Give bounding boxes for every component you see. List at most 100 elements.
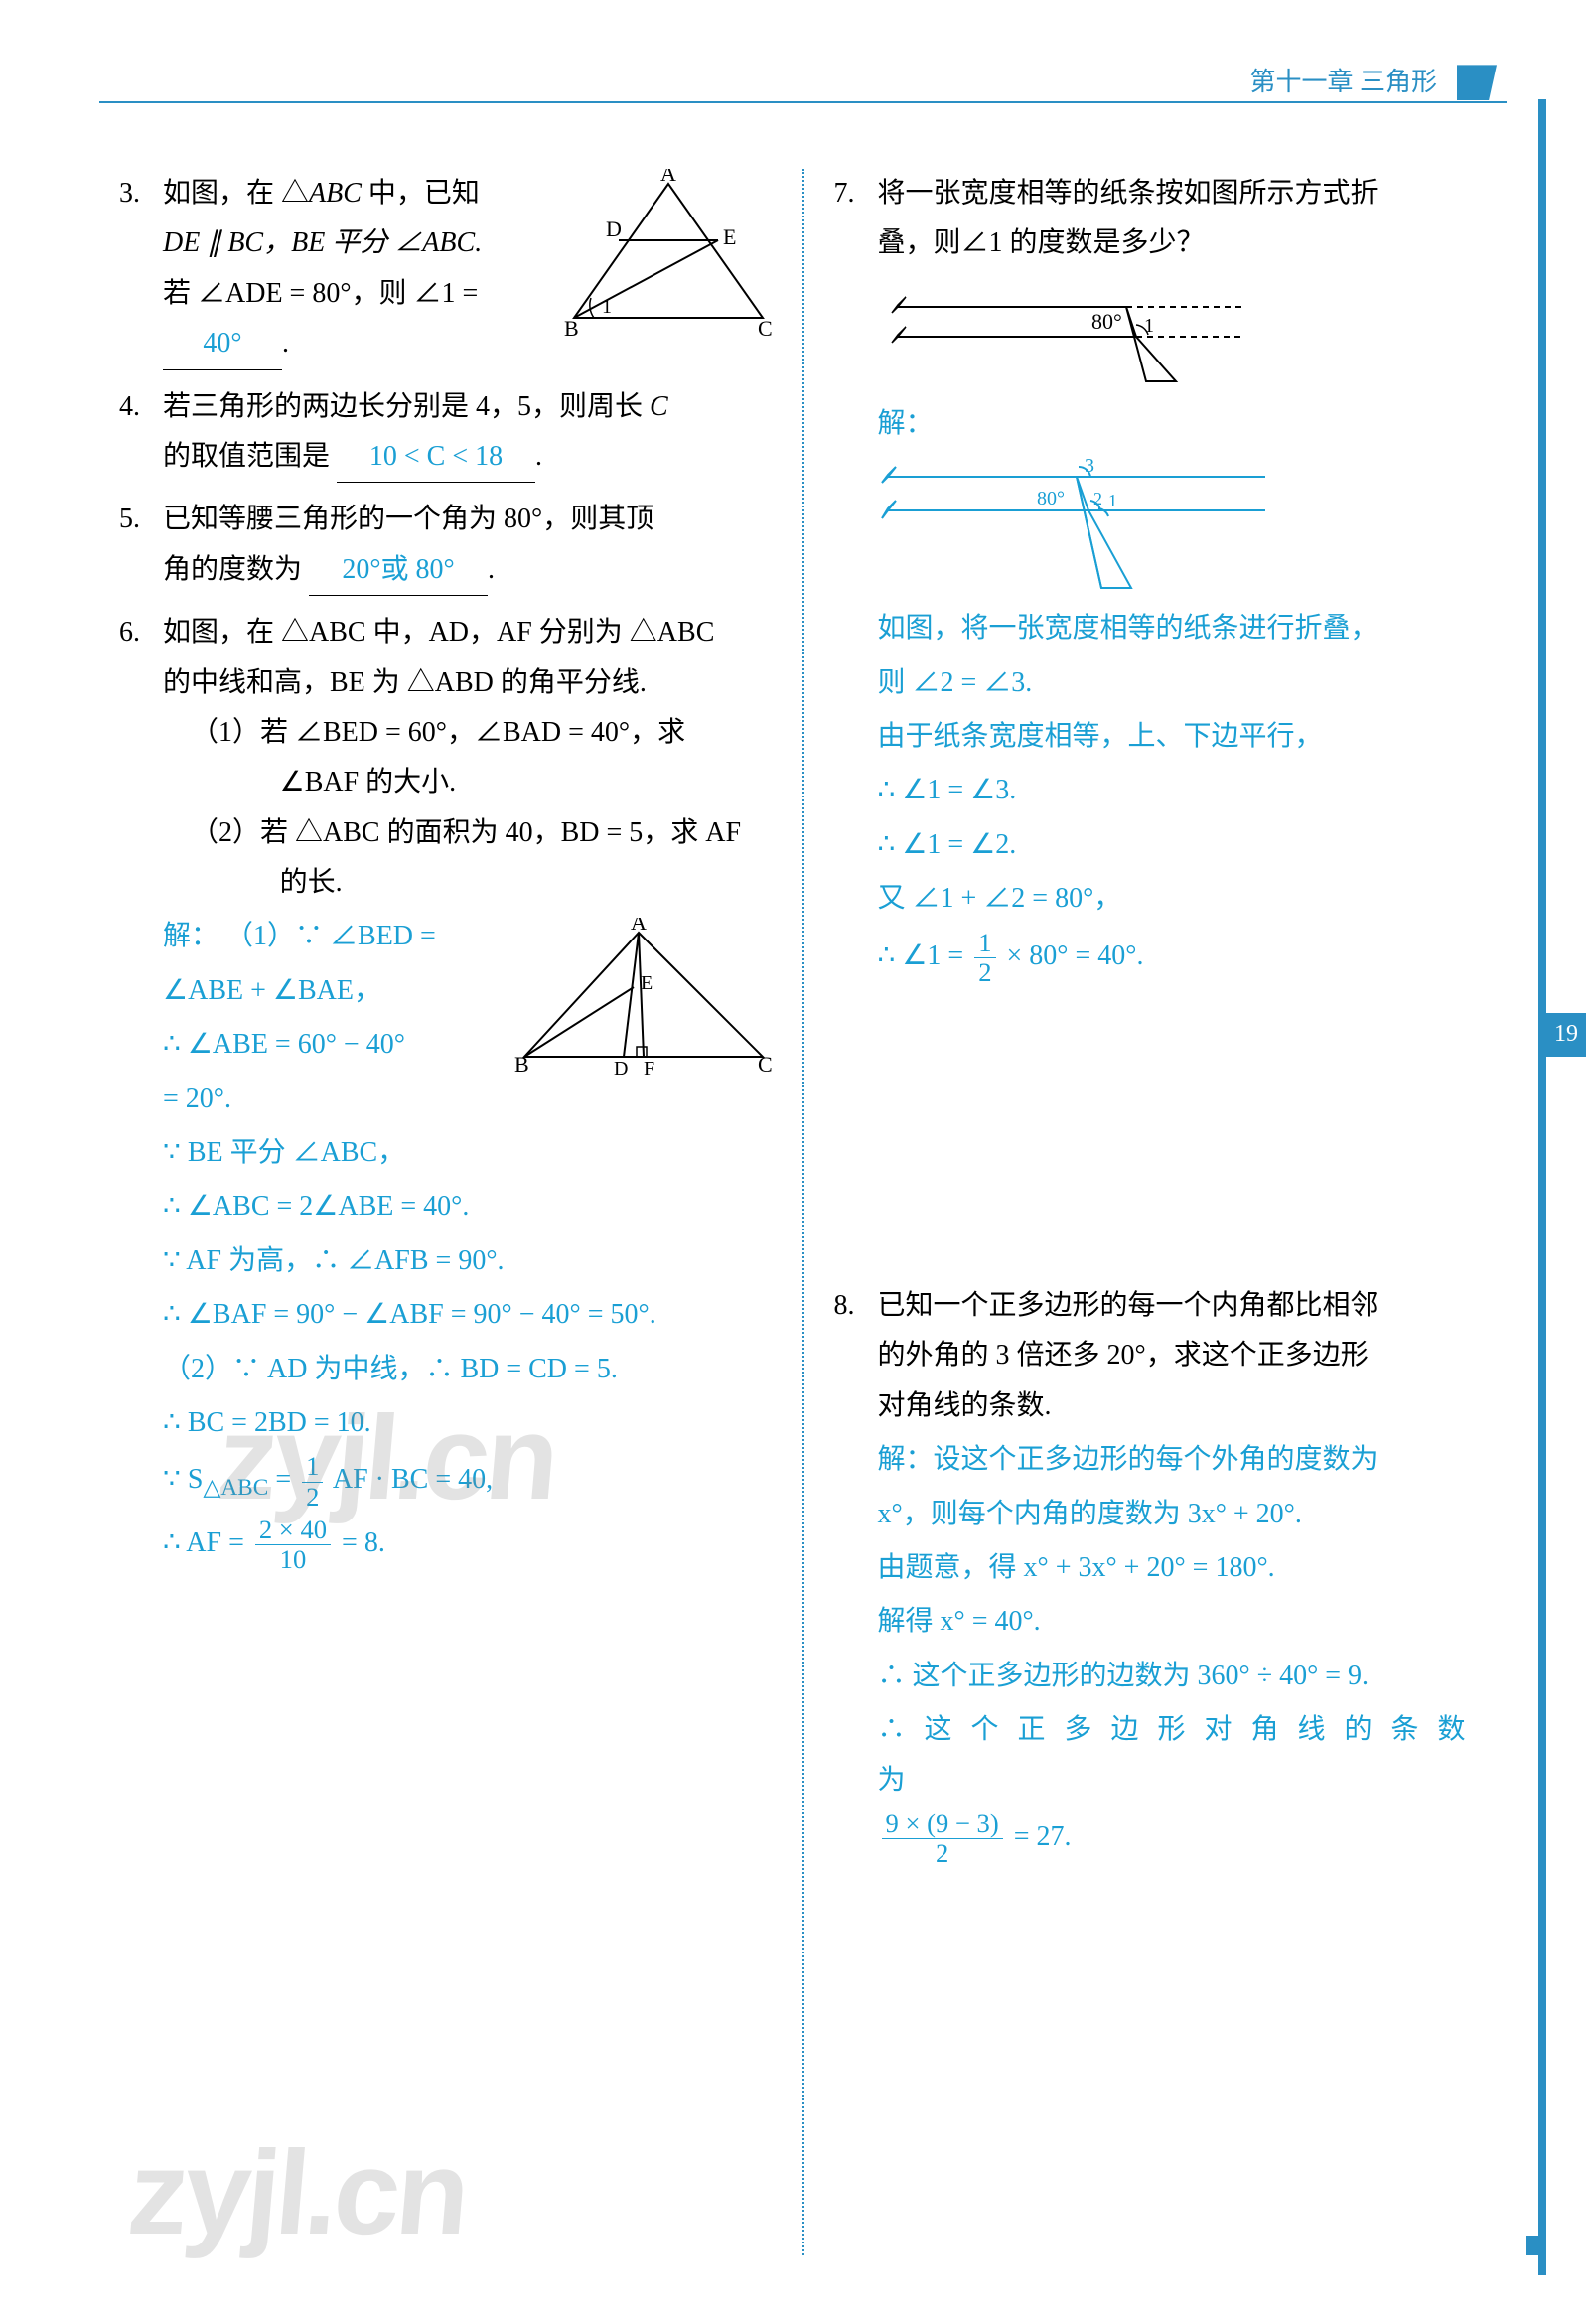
problem-body: 已知一个正多边形的每一个内角都比相邻 的外角的 3 倍还多 20°，求这个正多边… [878,1281,1488,1872]
frac-af: 2 × 4010 [255,1516,331,1575]
label-A: A [660,169,676,186]
problem-8: 8. 已知一个正多边形的每一个内角都比相邻 的外角的 3 倍还多 20°，求这个… [834,1281,1488,1872]
p3-answer-blank: 40° [163,319,282,369]
p7-s4: ∴ ∠1 = ∠3. [878,766,1488,815]
p6-s1b: ∠BAF 的大小. [163,758,773,807]
p6-sol9: （2）∵ AD 为中线，∴ BD = CD = 5. [163,1345,773,1394]
p4-c: C [650,391,668,422]
p6-sol6: ∴ ∠ABC = 2∠ABE = 40°. [163,1182,773,1231]
problem-body: A B C D E 1 如图，在 △ABC 中，已知 DE ∥ BC，BE 平分… [163,169,773,370]
fold1-svg: 80° 1 [878,277,1255,391]
fd: 2 [302,1483,323,1512]
problem-number: 4. [119,382,163,484]
fold-figure-2: 解： 3 [878,399,1488,598]
f2-1: 1 [1108,491,1117,510]
p6-sol4: = 20°. [163,1075,773,1124]
p6-s2b: 的长. [163,858,773,908]
p8-sol-label: 解： [878,1444,934,1475]
problem-7: 7. 将一张宽度相等的纸条按如图所示方式折 叠，则∠1 的度数是多少？ 80° [834,169,1488,991]
triangle-diagram-1: A B C D E 1 [564,169,773,338]
right-accent [1538,99,1546,2275]
chapter-label: 第十一章 三角形 [1249,60,1437,106]
p7-s7: ∴ ∠1 = 12 × 80° = 40°. [878,929,1488,988]
fd: 10 [255,1545,331,1574]
frac-half: 12 [302,1452,323,1512]
t2-A: A [631,918,647,935]
label-1: 1 [602,296,612,318]
p3-tri: ABC [309,178,362,209]
p6-sol8: ∴ ∠BAF = 90° − ∠ABF = 90° − 40° = 50°. [163,1290,773,1340]
p8-s6: ∴ 这 个 正 多 边 形 对 角 线 的 条 数 为 [878,1705,1488,1806]
f2-2: 2 [1093,489,1102,508]
p7-s6: 又 ∠1 + ∠2 = 80°， [878,874,1488,924]
f2-3: 3 [1085,455,1094,477]
f1-80: 80° [1091,309,1122,334]
p8-s7b: = 27. [1014,1821,1072,1852]
t2-F: F [644,1058,654,1077]
problem-5: 5. 已知等腰三角形的一个角为 80°，则其顶 角的度数为 20°或 80°. [119,495,773,596]
p8-s5: ∴ 这个正多边形的边数为 360° ÷ 40° = 9. [878,1652,1488,1701]
p3-l3: 若 ∠ADE = 80°，则 ∠1 = [163,278,478,309]
p6-s11a: ∵ S [163,1465,203,1496]
fold-figure-1: 80° 1 [878,277,1488,391]
left-column: 3. A B C D E 1 如图，在 △ [99,169,802,2255]
fd: 2 [882,1839,1003,1868]
t2-D: D [614,1058,628,1077]
fn: 2 × 40 [255,1516,331,1545]
p7-s7a: ∴ ∠1 = [878,940,971,971]
p4-text: 若三角形的两边长分别是 4，5，则周长 [163,391,650,422]
problem-3: 3. A B C D E 1 如图，在 △ [119,169,773,370]
p3-t1: 如图，在 △ [163,178,309,209]
p6-t2: 的中线和高，BE 为 △ABD 的角平分线. [163,658,773,708]
fold2-svg: 3 80° 2 1 [878,449,1275,598]
p3-period: . [282,328,289,359]
p6-s1: （1）若 ∠BED = 60°，∠BAD = 40°，求 [163,708,773,758]
p8-s3: 由题意，得 x° + 3x° + 20° = 180°. [878,1543,1488,1593]
bottom-corner-square [1526,2236,1546,2255]
label-C: C [758,316,773,338]
p5-answer-blank: 20°或 80° [309,545,488,596]
p7-s7b: × 80° = 40°. [1007,940,1144,971]
p6-s11sub: △ABC [203,1475,268,1501]
right-column: 7. 将一张宽度相等的纸条按如图所示方式折 叠，则∠1 的度数是多少？ 80° [804,169,1508,2255]
p4-answer-blank: 10 < C < 18 [337,432,535,483]
p7-t2: 叠，则∠1 的度数是多少？ [878,218,1488,268]
p8-t1: 已知一个正多边形的每一个内角都比相邻 [878,1281,1488,1331]
page-number-tab: 19 [1546,1013,1586,1057]
page-number: 19 [1554,1013,1578,1056]
problem-body: 若三角形的两边长分别是 4，5，则周长 C 的取值范围是 10 < C < 18… [163,382,773,484]
f1-1: 1 [1144,315,1154,337]
p5-period: . [488,554,495,585]
p8-s7: 9 × (9 − 3)2 = 27. [878,1809,1488,1869]
problem-body: 将一张宽度相等的纸条按如图所示方式折 叠，则∠1 的度数是多少？ 80° 1 [878,169,1488,991]
t2-E: E [641,972,653,994]
problem-4: 4. 若三角形的两边长分别是 4，5，则周长 C 的取值范围是 10 < C <… [119,382,773,484]
label-D: D [606,217,622,241]
p6-sol5: ∵ BE 平分 ∠ABC， [163,1128,773,1178]
p8-s2: x°，则每个内角的度数为 3x° + 20°. [878,1490,1488,1539]
p6-s11b: = [268,1465,298,1496]
problem-number: 3. [119,169,163,370]
p7-s5: ∴ ∠1 = ∠2. [878,820,1488,870]
p6-sol-label: 解： [163,921,218,951]
header-rule [99,101,1507,103]
spacer [834,1003,1488,1281]
p8-t2: 的外角的 3 倍还多 20°，求这个正多边形 [878,1331,1488,1380]
p6-sol7: ∵ AF 为高，∴ ∠AFB = 90°. [163,1236,773,1286]
frac-p7: 12 [974,929,995,988]
p6-s2: （2）若 △ABC 的面积为 40，BD = 5，求 AF [163,808,773,858]
p5-t2: 角的度数为 [163,554,302,585]
label-E: E [723,224,736,249]
p7-s2: 则 ∠2 = ∠3. [878,658,1488,708]
problem-number: 8. [834,1281,878,1872]
problem-number: 7. [834,169,878,991]
p6-sol10: ∴ BC = 2BD = 10. [163,1398,773,1448]
p3-t2: 中，已知 [362,178,480,209]
problem-6: 6. 如图，在 △ABC 中，AD，AF 分别为 △ABC 的中线和高，BE 为… [119,608,773,1578]
triangle-svg: A B C D E 1 [564,169,773,338]
p5-t1: 已知等腰三角形的一个角为 80°，则其顶 [163,504,653,534]
p6-sol12: ∴ AF = 2 × 4010 = 8. [163,1516,773,1575]
label-B: B [564,316,579,338]
header-tab [1457,65,1497,100]
p6-sol1: （1）∵ ∠BED = [225,921,436,951]
